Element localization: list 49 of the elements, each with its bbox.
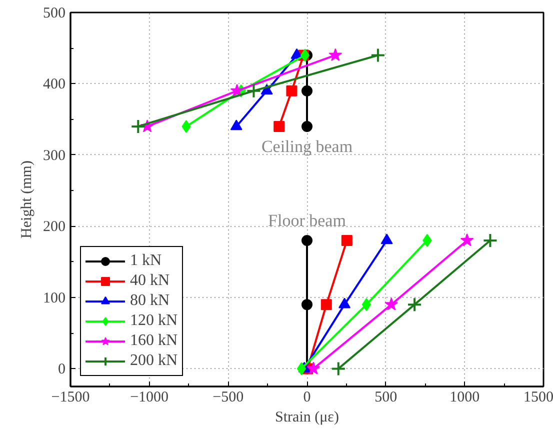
x-tick-label: 1000 <box>450 390 480 406</box>
point <box>182 120 191 133</box>
legend-label: 1 kN <box>130 251 162 271</box>
legend-label: 40 kN <box>130 271 170 291</box>
x-tick-label: −500 <box>212 390 244 406</box>
point <box>230 120 242 130</box>
point <box>130 118 146 134</box>
point <box>286 85 298 96</box>
point <box>328 48 342 61</box>
x-axis-title: Strain (με) <box>275 410 339 426</box>
point <box>302 120 312 132</box>
annotation: Ceiling beam <box>261 136 353 156</box>
y-tick-label: 400 <box>43 76 66 93</box>
point <box>482 232 498 248</box>
point <box>274 120 285 132</box>
point <box>302 299 312 310</box>
point <box>460 233 474 246</box>
point <box>422 234 432 247</box>
point <box>384 298 398 310</box>
point <box>302 234 312 246</box>
x-tick-label: 0 <box>303 390 311 406</box>
point <box>380 234 393 244</box>
y-tick-label: 300 <box>43 148 66 164</box>
point <box>330 361 346 376</box>
point <box>320 299 332 310</box>
x-tick-label: 500 <box>374 390 398 406</box>
point <box>338 298 351 308</box>
point <box>362 298 371 312</box>
legend-label: 80 kN <box>130 291 170 311</box>
point <box>341 234 352 246</box>
y-tick-label: 100 <box>43 290 66 306</box>
legend-label: 160 kN <box>130 331 178 351</box>
y-tick-label: 200 <box>43 219 66 236</box>
x-tick-label: 1500 <box>524 390 553 406</box>
x-tick-label: −1500 <box>51 390 90 406</box>
point <box>296 362 306 376</box>
x-tick-label: −1000 <box>130 390 169 406</box>
legend-label: 200 kN <box>130 351 178 371</box>
annotation: Floor beam <box>268 211 346 230</box>
point <box>302 85 312 96</box>
y-tick-label: 0 <box>58 362 66 378</box>
point <box>246 83 262 98</box>
point <box>407 297 422 312</box>
point <box>306 362 320 374</box>
y-axis-title: Height (mm) <box>19 160 35 238</box>
legend-label: 120 kN <box>130 311 178 331</box>
point <box>230 84 244 97</box>
point <box>370 48 386 63</box>
y-tick-label: 500 <box>43 6 66 22</box>
